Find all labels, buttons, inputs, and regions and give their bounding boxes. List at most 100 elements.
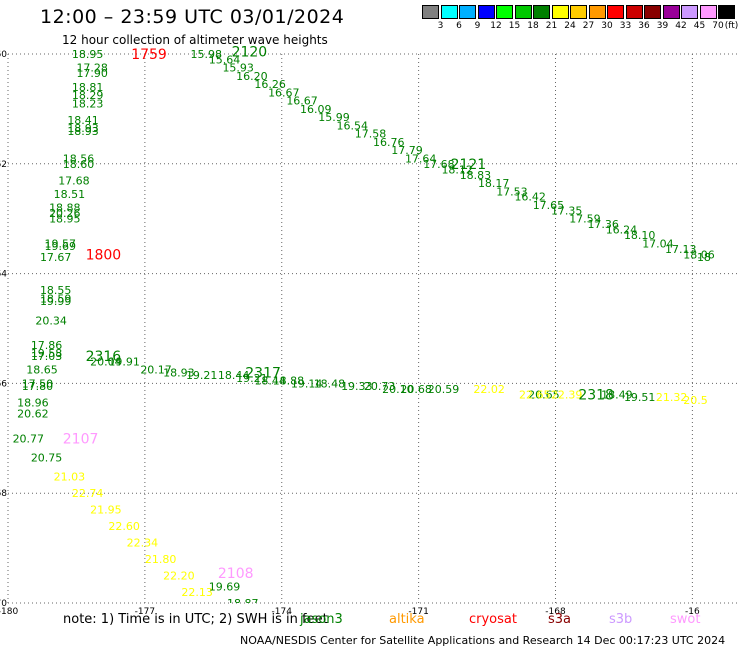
y-tick-label: -70 (0, 599, 7, 609)
wave-height-label: 19.91 (108, 355, 140, 368)
wave-height-label: 18.59 (40, 292, 72, 305)
wave-height-label: 18.48 (314, 377, 346, 390)
wave-height-label: 18.60 (63, 158, 95, 171)
wave-height-label: 19.99 (40, 295, 72, 308)
wave-height-label: 18.51 (54, 188, 86, 201)
wave-height-label: 18.65 (26, 364, 58, 377)
wave-height-label: 15.98 (191, 48, 223, 61)
colorbar-label: 42 (675, 21, 687, 31)
wave-height-label: 21.32 (656, 391, 688, 404)
wave-height-label: 15.99 (318, 111, 350, 124)
wave-height-label: 19.14 (291, 377, 323, 390)
wave-height-label: 22.65 (519, 388, 551, 401)
x-tick-label: -180 (0, 607, 18, 617)
page-subtitle: 12 hour collection of altimeter wave hei… (62, 33, 328, 47)
wave-height-label: 20.04 (90, 355, 122, 368)
track-layer: 18.9517.2817.9018.8118.2918.2318.4118.93… (13, 44, 715, 603)
colorbar-swatch (662, 5, 680, 19)
colorbar-label: 36 (638, 21, 650, 31)
wave-height-label: 22.60 (108, 520, 140, 533)
wave-height-label: 19.69 (209, 581, 241, 594)
wave-height-label: 16.76 (373, 136, 405, 149)
pass-time-label: 2316 (86, 349, 122, 365)
colorbar-unit: (ft) (724, 21, 739, 31)
colorbar-label: 3 (437, 21, 444, 31)
colorbar-label: 70 (712, 21, 724, 31)
wave-height-label: 16.42 (514, 191, 546, 204)
colorbar-swatch (533, 5, 550, 19)
wave-height-label: 18.55 (40, 284, 72, 297)
colorbar-swatch (570, 5, 587, 19)
wave-height-label: 19.58 (31, 347, 63, 360)
colorbar-label: 21 (545, 21, 558, 31)
wave-height-label: 17.04 (642, 237, 674, 250)
wave-height-label: 20.68 (400, 383, 432, 396)
wave-height-label: 20.5 (683, 394, 708, 407)
colorbar-swatch (607, 5, 624, 19)
wave-height-label: 16.09 (300, 103, 332, 116)
colorbar-label: 18 (527, 21, 539, 31)
colorbar-label: 15 (508, 21, 521, 31)
wave-height-label: 18.29 (72, 89, 104, 102)
wave-height-label: 17.53 (496, 185, 528, 198)
y-tick-label: -68 (0, 489, 7, 499)
colorbar-swatch (440, 5, 458, 19)
colorbar-label: 24 (564, 21, 576, 31)
colorbar-swatch (477, 5, 495, 19)
mission-legend-cryosat: cryosat (469, 612, 517, 627)
mission-legend-s3b: s3b (609, 612, 633, 627)
pass-time-label: 1759 (131, 47, 167, 63)
wave-height-label: 19.21 (186, 369, 218, 382)
wave-height-label: 15.93 (222, 62, 254, 75)
wave-height-label: 18.56 (63, 152, 95, 165)
wave-height-label: 16.67 (268, 86, 300, 99)
wave-height-label: 21.80 (145, 553, 177, 566)
wave-height-label: 16.24 (606, 224, 638, 237)
colorbar-swatch (496, 5, 513, 19)
colorbar-label: 45 (693, 21, 706, 31)
pass-time-label: 2120 (232, 44, 268, 60)
wave-height-label: 16.67 (286, 95, 318, 108)
wave-height-label: 18.12 (441, 163, 473, 176)
colorbar-label: 30 (601, 21, 613, 31)
wave-height-label: 17.50 (22, 377, 54, 390)
mission-legend-s3a: s3a (548, 612, 572, 627)
wave-height-label: 18.44 (218, 369, 250, 382)
y-tick-label: -60 (0, 50, 7, 60)
x-tick-label: -174 (272, 607, 293, 617)
colorbar-label: 12 (490, 21, 502, 31)
wave-height-label: 20.10 (382, 383, 414, 396)
wave-height-label: 17.68 (58, 174, 90, 187)
wave-height-label: 18.49 (601, 388, 633, 401)
pass-time-label: 2317 (245, 365, 281, 381)
colorbar-label: 9 (474, 21, 481, 31)
x-tick-label: -171 (408, 607, 428, 617)
colorbar-swatch (422, 5, 439, 19)
wave-height-label: 22.20 (163, 570, 195, 583)
colorbar-swatch (718, 5, 735, 19)
wave-height-label: 18.95 (49, 213, 81, 226)
wave-height-label: 19.69 (45, 240, 77, 253)
wave-height-label: 21.03 (54, 471, 86, 484)
wave-height-label: 18.83 (460, 169, 492, 182)
wave-height-label: 17.59 (569, 213, 601, 226)
wave-height-label: 18.93 (67, 122, 99, 135)
wave-height-label: 17.64 (405, 152, 437, 165)
wave-height-label: 22.39 (551, 388, 583, 401)
wave-height-label: 18.88 (273, 375, 305, 388)
wave-height-label: 17.28 (76, 62, 108, 75)
colorbar-swatch (644, 5, 661, 19)
wave-height-label: 19.57 (45, 237, 77, 250)
colorbar-swatch (551, 5, 569, 19)
wave-height-label: 18.93 (163, 366, 195, 379)
wave-height-label: 20.65 (528, 388, 560, 401)
wave-height-label: 22.02 (473, 383, 505, 396)
wave-height-label: 18.10 (624, 229, 656, 242)
wave-height-label: 18.88 (49, 202, 81, 215)
wave-height-label: 20.34 (35, 314, 67, 327)
wave-height-label: 18.41 (67, 114, 99, 127)
wave-height-label: 20.73 (364, 380, 396, 393)
pass-time-label: 2318 (578, 387, 614, 403)
mission-legend-swot: swot (670, 612, 701, 627)
pass-time-label: 2107 (63, 431, 99, 447)
